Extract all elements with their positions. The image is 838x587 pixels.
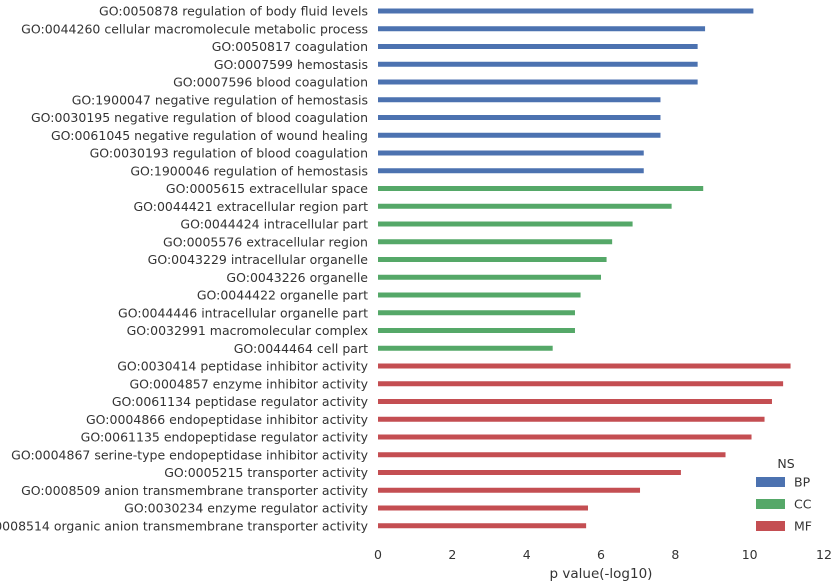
bar-cc-11 — [378, 203, 672, 209]
bar-mf-22 — [378, 399, 772, 404]
bar-mf-26 — [378, 470, 681, 475]
bar-bp-4 — [378, 79, 698, 85]
category-label-15: GO:0043226 organelle — [226, 270, 368, 285]
category-labels: GO:0050878 regulation of body fluid leve… — [0, 4, 369, 534]
bar-bp-7 — [378, 132, 661, 138]
bar-bp-0 — [378, 8, 754, 14]
category-label-7: GO:0061045 negative regulation of wound … — [51, 128, 368, 143]
x-axis-ticks: 0 2 4 6 8 10 12 — [374, 547, 832, 562]
bar-bp-5 — [378, 97, 661, 103]
bar-bp-3 — [378, 61, 698, 67]
bar-cc-18 — [378, 328, 575, 333]
bar-cc-19 — [378, 345, 553, 351]
category-label-13: GO:0005576 extracellular region — [163, 234, 368, 249]
legend-label-cc: CC — [794, 497, 812, 512]
legend-label-bp: BP — [794, 475, 811, 490]
category-label-8: GO:0030193 regulation of blood coagulati… — [90, 146, 368, 161]
bar-bp-9 — [378, 168, 644, 174]
category-label-9: GO:1900046 regulation of hemostasis — [130, 163, 368, 178]
category-label-3: GO:0007599 hemostasis — [214, 57, 368, 72]
category-label-29: GO:0008514 organic anion transmembrane t… — [0, 518, 369, 533]
legend-swatch-bp — [756, 477, 785, 487]
legend-swatch-mf — [756, 521, 785, 531]
x-tick-label-5: 10 — [742, 547, 758, 562]
bar-bp-8 — [378, 150, 644, 156]
category-label-11: GO:0044421 extracellular region part — [133, 199, 368, 214]
category-label-21: GO:0004857 enzyme inhibitor activity — [129, 376, 368, 391]
category-label-19: GO:0044464 cell part — [234, 341, 368, 356]
category-label-27: GO:0008509 anion transmembrane transport… — [21, 483, 368, 498]
category-label-23: GO:0004866 endopeptidase inhibitor activ… — [86, 412, 369, 427]
bar-mf-24 — [378, 434, 752, 440]
legend-entries: BP CC MF — [756, 475, 812, 534]
bar-mf-20 — [378, 363, 791, 369]
category-label-28: GO:0030234 enzyme regulator activity — [124, 501, 368, 516]
bar-cc-13 — [378, 239, 613, 245]
bar-mf-28 — [378, 505, 588, 511]
x-tick-label-2: 4 — [523, 547, 531, 562]
category-label-2: GO:0050817 coagulation — [212, 39, 368, 54]
bar-bp-1 — [378, 26, 706, 32]
bar-cc-15 — [378, 274, 601, 280]
category-label-14: GO:0043229 intracellular organelle — [148, 252, 369, 267]
x-tick-label-1: 2 — [448, 547, 456, 562]
bar-cc-17 — [378, 310, 575, 316]
category-label-24: GO:0061135 endopeptidase regulator activ… — [81, 430, 369, 445]
category-label-22: GO:0061134 peptidase regulator activity — [112, 394, 369, 409]
category-label-17: GO:0044446 intracellular organelle part — [118, 305, 368, 320]
bars-layer — [378, 8, 791, 529]
category-label-20: GO:0030414 peptidase inhibitor activity — [117, 359, 368, 374]
legend: NS BP CC MF — [756, 456, 812, 534]
category-label-1: GO:0044260 cellular macromolecule metabo… — [21, 21, 368, 36]
bar-cc-14 — [378, 257, 607, 262]
category-label-26: GO:0005215 transporter activity — [164, 465, 368, 480]
bar-mf-21 — [378, 381, 784, 387]
bar-bp-2 — [378, 44, 698, 49]
category-label-16: GO:0044422 organelle part — [197, 288, 368, 303]
legend-title: NS — [777, 456, 794, 471]
bar-cc-16 — [378, 292, 581, 298]
category-label-18: GO:0032991 macromolecular complex — [127, 323, 368, 338]
bar-bp-6 — [378, 115, 661, 120]
category-label-0: GO:0050878 regulation of body fluid leve… — [99, 4, 368, 19]
bar-mf-25 — [378, 452, 726, 458]
legend-swatch-cc — [756, 499, 785, 509]
x-axis-label: p value(-log10) — [550, 566, 653, 582]
category-label-25: GO:0004867 serine-type endopeptidase inh… — [11, 447, 368, 462]
category-label-5: GO:1900047 negative regulation of hemost… — [72, 92, 368, 107]
x-tick-label-0: 0 — [374, 547, 382, 562]
bar-mf-27 — [378, 487, 641, 493]
bar-cc-10 — [378, 186, 704, 191]
bar-mf-29 — [378, 523, 587, 529]
category-label-10: GO:0005615 extracellular space — [166, 181, 368, 196]
x-tick-label-6: 12 — [816, 547, 832, 562]
category-label-12: GO:0044424 intracellular part — [180, 217, 368, 232]
legend-label-mf: MF — [794, 519, 812, 534]
bar-mf-23 — [378, 416, 765, 422]
bar-cc-12 — [378, 221, 633, 227]
x-tick-label-3: 6 — [597, 547, 605, 562]
category-label-6: GO:0030195 negative regulation of blood … — [31, 110, 368, 125]
x-tick-label-4: 8 — [671, 547, 679, 562]
category-label-4: GO:0007596 blood coagulation — [173, 75, 368, 90]
